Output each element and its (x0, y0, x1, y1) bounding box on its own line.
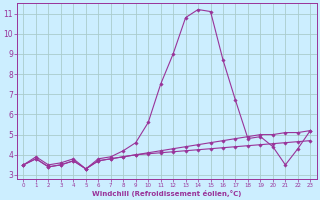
X-axis label: Windchill (Refroidissement éolien,°C): Windchill (Refroidissement éolien,°C) (92, 190, 242, 197)
